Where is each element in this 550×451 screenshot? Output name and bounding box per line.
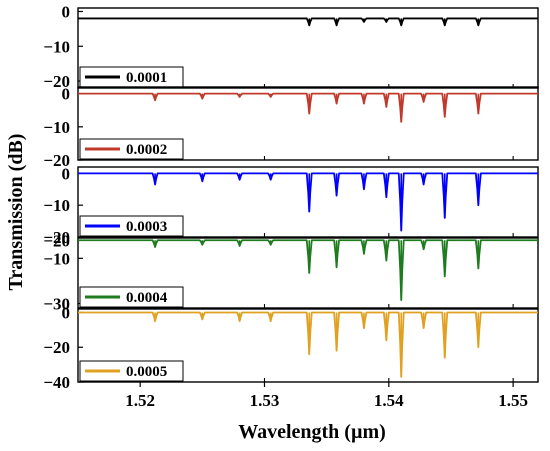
x-tick-label: 1.55 bbox=[498, 391, 528, 410]
y-tick-label: −20 bbox=[43, 228, 70, 247]
legend-box bbox=[79, 360, 184, 382]
panel-1: 0 −10 −20 0.0001 bbox=[43, 2, 539, 91]
panel-4: −20 −10 −30 0.0004 bbox=[43, 231, 539, 313]
y-tick-label: −20 bbox=[43, 151, 70, 170]
y-tick-label: −10 bbox=[43, 37, 70, 56]
panel-frame bbox=[77, 7, 539, 89]
panel-3: 0 −10 −20 0.0003 bbox=[43, 164, 539, 247]
legend-label: 0.0003 bbox=[126, 219, 167, 235]
x-tick-label: 1.54 bbox=[374, 391, 404, 410]
series-line-0.0004 bbox=[78, 239, 538, 301]
legend-label: 0.0004 bbox=[126, 290, 168, 306]
series-line-0.0003 bbox=[78, 172, 538, 232]
panel-5: 0 −20 −40 0.0005 bbox=[43, 303, 539, 392]
panels-layer: 0−10−20 0.00010−10−200.00020−10−200.0003−… bbox=[43, 2, 539, 392]
series-line-0.0002 bbox=[78, 92, 538, 123]
legend-box bbox=[79, 138, 184, 160]
legend-2: 0.0002 bbox=[79, 138, 184, 160]
series-line-0.0001 bbox=[78, 17, 538, 27]
legend-1: 0.0001 bbox=[79, 66, 184, 88]
x-axis: 1.52 1.53 1.54 1.55 bbox=[125, 382, 528, 410]
legend-label: 0.0001 bbox=[126, 70, 167, 86]
panel-frame bbox=[77, 166, 539, 238]
legend-3: 0.0003 bbox=[79, 215, 184, 237]
y-axis-title: Transmission (dB) bbox=[5, 134, 27, 291]
y-tick-label: −10 bbox=[43, 196, 70, 215]
legend-label: 0.0002 bbox=[126, 142, 167, 158]
legend-box bbox=[79, 286, 184, 308]
panel-frame bbox=[77, 237, 539, 309]
x-axis-title: Wavelength (µm) bbox=[238, 421, 386, 443]
y-tick-label: −10 bbox=[43, 249, 70, 268]
y-tick-label: −20 bbox=[43, 338, 70, 357]
y-tick-label: −20 bbox=[43, 231, 70, 250]
y-tick-label: −30 bbox=[43, 294, 70, 313]
y-tick-label: 0 bbox=[62, 2, 71, 21]
legend-5: 0.0005 bbox=[79, 360, 184, 382]
x-tick-label: 1.52 bbox=[125, 391, 155, 410]
panel-2: 0 −10 −20 0.0002 bbox=[43, 85, 539, 170]
y-tick-label: 0 bbox=[62, 85, 71, 104]
panel-frame bbox=[77, 308, 539, 383]
y-tick-label: 0 bbox=[62, 303, 71, 322]
legend-4: 0.0004 bbox=[79, 286, 184, 308]
legend-label: 0.0005 bbox=[126, 364, 167, 380]
y-tick-label: −10 bbox=[43, 118, 70, 137]
x-tick-label: 1.53 bbox=[250, 391, 280, 410]
panel-frame bbox=[77, 86, 539, 161]
legend-box bbox=[79, 215, 184, 237]
y-tick-label: −20 bbox=[43, 72, 70, 91]
y-tick-label: 0 bbox=[62, 164, 71, 183]
series-line-0.0005 bbox=[78, 311, 538, 378]
y-tick-label: −40 bbox=[43, 373, 70, 392]
